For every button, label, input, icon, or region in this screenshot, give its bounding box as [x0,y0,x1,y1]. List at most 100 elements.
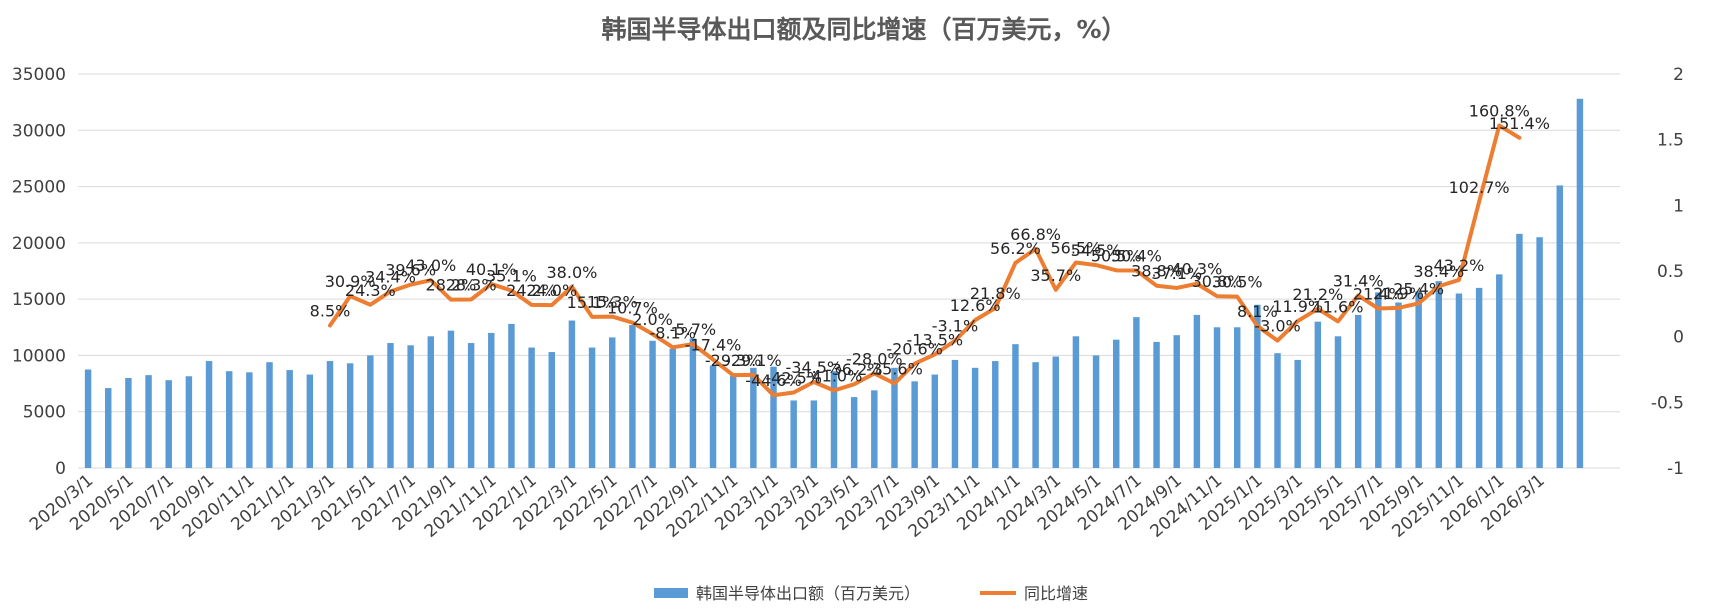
bar [1354,314,1362,468]
data-label: 40.1% [466,260,517,279]
data-label: 21.2% [1292,285,1343,304]
bar [165,380,172,468]
bar [387,343,394,468]
bar [508,323,515,468]
data-label: 54.5% [1071,241,1122,260]
y-left-tick-label: 5000 [23,403,66,423]
line-series [328,123,1522,398]
data-label: -36.2% [826,360,883,379]
bar [346,363,354,468]
bar [1375,292,1382,468]
data-label: -34.5% [786,358,843,377]
axis-labels: 0 5000 10000 15000 20000 25000 30000 35000 -1 -0.… [12,65,1684,542]
data-labels: 8.5%30.9%24.3%34.4%39.6%43.0%28.2%28.3%4… [310,101,1550,390]
data-label: 66.8% [1010,225,1061,244]
data-label: -5.7% [670,320,716,339]
data-label: 11.6% [1313,297,1364,316]
bar [1556,185,1563,468]
bar [1334,336,1342,468]
bar [971,367,979,468]
bar [871,390,878,468]
bar [850,397,858,468]
y-left-tick-label: 35000 [12,65,66,85]
grid-layer [78,73,1620,469]
bar [1012,344,1019,468]
bar [588,347,596,468]
data-label: -20.6% [886,340,943,359]
chart-title: 韩国半导体出口额及同比增速（百万美元，%） [601,15,1126,44]
data-label: 38.0% [547,263,598,282]
bar [145,375,152,468]
y-right-tick-label: 1 [1673,196,1684,216]
bar [548,352,555,468]
bar [225,371,233,468]
y-left-tick-label: 15000 [12,290,66,310]
data-label: 43.0% [405,256,456,275]
bar [488,332,495,468]
data-label: 34.4% [365,267,416,286]
data-label: 21.8% [970,284,1021,303]
data-label: 24.2% [506,281,557,300]
data-label: -44.6% [745,371,802,390]
bar [246,372,253,468]
legend-label-line: 同比增速 [1024,584,1088,603]
bar [1052,356,1059,468]
bar [709,365,717,468]
bar [629,325,636,468]
bar [1213,327,1221,468]
bar [105,388,112,468]
data-label: -29.1% [725,351,782,370]
bar [689,338,697,468]
bar [1536,237,1543,468]
bar [1133,317,1140,468]
bar [770,366,777,468]
bar [1475,287,1483,468]
bar [1496,274,1503,468]
bar [1153,341,1160,468]
bar [427,336,435,468]
data-label: 40.3% [1171,260,1222,279]
y-left-tick-label: 0 [55,459,66,479]
data-label: 56.5% [1051,238,1102,257]
data-label: 35.1% [486,267,537,286]
bar [810,400,818,468]
y-right-tick-label: 0.5 [1657,262,1684,282]
bar [1233,327,1241,468]
data-label: 56.2% [990,239,1041,258]
bar [750,367,757,468]
bar-series [84,98,1584,468]
bar [1072,336,1080,468]
y-left-tick-label: 25000 [12,178,66,198]
bar [306,374,314,468]
data-label: 8.5% [310,302,351,321]
bar [266,362,273,468]
data-label: 31.4% [1333,271,1384,290]
bar [1193,314,1201,468]
bar [568,320,576,468]
data-label: -3.1% [932,317,978,336]
bar [1092,355,1100,468]
data-label: -13.5% [906,330,963,349]
bar [1455,293,1463,468]
bar [528,347,535,468]
data-label: 39.6% [385,261,436,280]
data-label: 10.7% [607,299,658,318]
yoy-growth-line [328,123,1522,398]
data-label: 30.9% [325,272,376,291]
data-label: 30.8% [1192,272,1243,291]
bar [669,348,676,468]
bar [1395,302,1402,468]
bar [1314,321,1322,468]
data-label: 2.0% [632,310,673,329]
data-label: -17.4% [685,336,742,355]
bar [1254,304,1261,468]
y-right-tick-label: -1 [1667,459,1684,479]
bar [326,361,334,468]
legend-swatch-bar [654,588,688,598]
bar [830,371,838,468]
data-label: -28.0% [846,349,903,368]
bar [1435,281,1443,468]
data-label: 30.5% [1212,273,1263,292]
data-label: 11.9% [1272,297,1323,316]
